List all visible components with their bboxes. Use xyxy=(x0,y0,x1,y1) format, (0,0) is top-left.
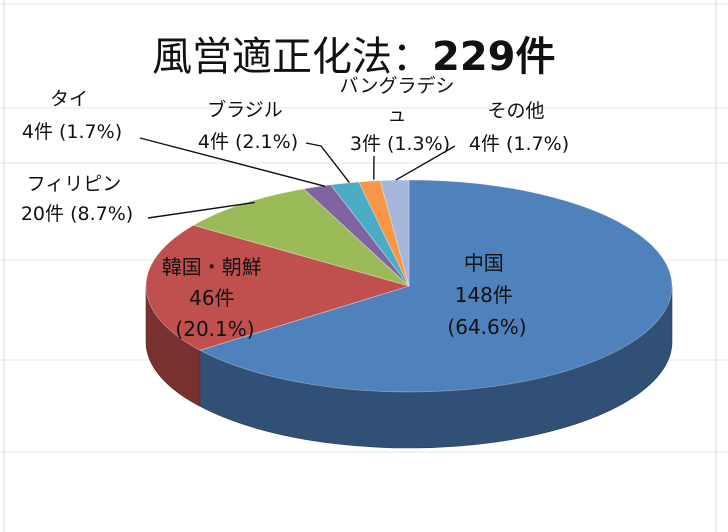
leader-line-other xyxy=(395,145,456,181)
slice-label-korea: 韓国・朝鮮 46件 (20.1%) xyxy=(162,255,268,341)
slice-brazil xyxy=(330,181,410,287)
chart-title: 風営適正化法：229件 xyxy=(152,34,556,80)
slice-label-other: その他 4件 (1.7%) xyxy=(469,100,569,155)
slice-label-bangladesh: バングラデシ ュ 3件 (1.3%) xyxy=(340,75,461,155)
slice-thailand xyxy=(302,184,410,287)
leader-line-philippines xyxy=(147,201,255,219)
slice-bangladesh xyxy=(358,180,410,287)
slice-label-brazil: ブラジル 4件 (2.1%) xyxy=(198,98,298,153)
slice-label-philippines: フィリピン 20件 (8.7%) xyxy=(21,173,133,225)
slice-korea xyxy=(145,224,411,351)
slice-china xyxy=(198,179,673,393)
slice-other xyxy=(379,179,410,287)
leader-line-brazil xyxy=(305,142,350,184)
slice-label-thailand: タイ 4件 (1.7%) xyxy=(22,88,122,143)
slice-label-china: 中国 148件 (64.6%) xyxy=(447,251,526,339)
leader-line-thailand xyxy=(139,137,326,188)
